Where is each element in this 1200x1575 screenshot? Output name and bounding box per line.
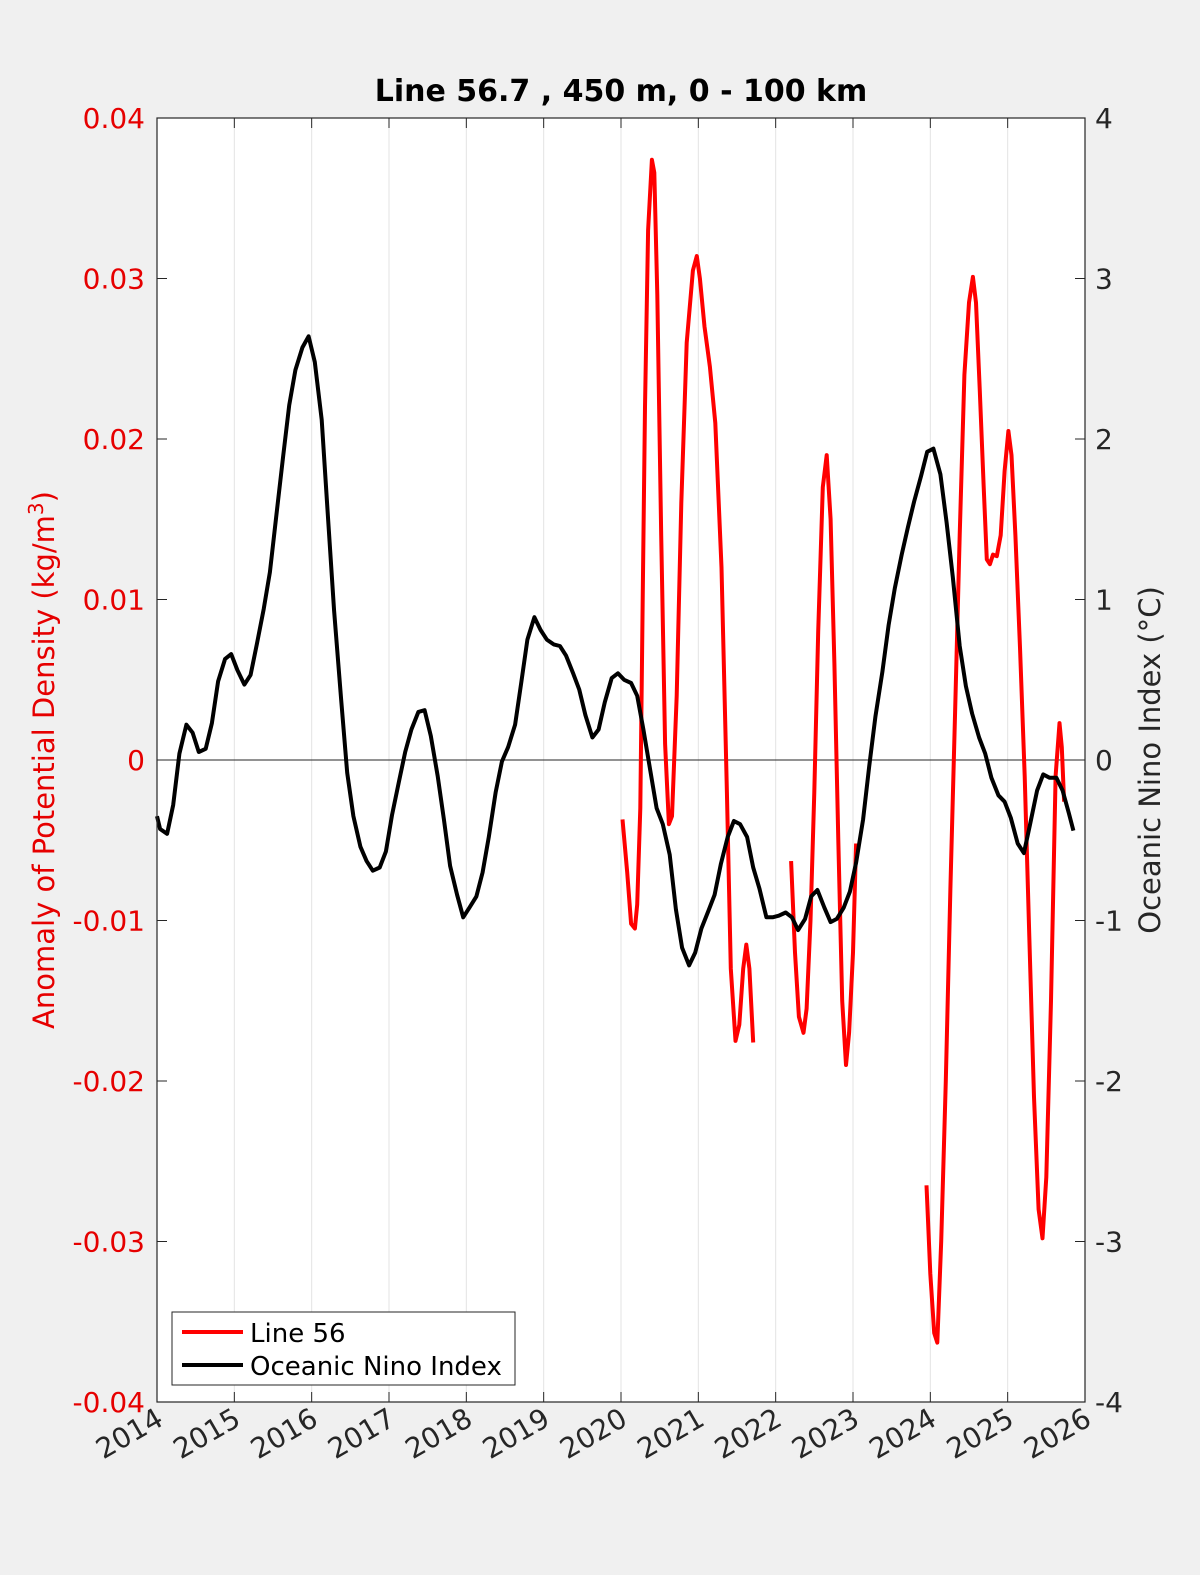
- legend[interactable]: Line 56 Oceanic Nino Index: [171, 1311, 516, 1386]
- left-tick-label-0.04: 0.04: [83, 102, 145, 135]
- right-tick-label--1: -1: [1095, 905, 1123, 938]
- series-line56-segment-0: [620, 157, 756, 1043]
- left-tick-label-0: 0: [127, 744, 145, 777]
- chart-title: Line 56.7 , 450 m, 0 - 100 km: [375, 74, 868, 109]
- legend-box: [171, 1311, 516, 1386]
- legend-label-line56: Line 56: [250, 1319, 346, 1349]
- right-tick-label-0: 0: [1095, 744, 1113, 777]
- right-tick-label--4: -4: [1095, 1386, 1123, 1419]
- left-axis-label-text: Anomaly of Potential Density (kg/m: [27, 515, 61, 1029]
- left-tick-label-0.02: 0.02: [83, 423, 145, 456]
- left-axis-label-sup: 3: [24, 502, 48, 515]
- series-line56-segment-2: [924, 274, 1067, 1345]
- left-y-axis: -0.04 -0.03 -0.02 -0.01 0 0.01 0.02 0.03 0.04: [73, 102, 167, 1419]
- left-tick-label-0.03: 0.03: [83, 263, 145, 296]
- right-axis-label: Oceanic Nino Index (°C): [1133, 586, 1167, 934]
- left-axis-label: Anomaly of Potential Density (kg/m3): [24, 491, 61, 1029]
- right-tick-label--2: -2: [1095, 1065, 1123, 1098]
- right-tick-label-4: 4: [1095, 102, 1113, 135]
- left-axis-label-close: ): [27, 491, 61, 502]
- legend-label-oni: Oceanic Nino Index: [250, 1352, 502, 1382]
- left-tick-label--0.03: -0.03: [73, 1226, 145, 1259]
- right-tick-label-1: 1: [1095, 584, 1113, 617]
- right-tick-label-2: 2: [1095, 423, 1113, 456]
- right-y-axis: -4 -3 -2 -1 0 1 2 3 4: [1075, 102, 1123, 1419]
- left-tick-label--0.02: -0.02: [73, 1065, 145, 1098]
- right-tick-label-3: 3: [1095, 263, 1113, 296]
- left-tick-label-0.01: 0.01: [83, 584, 145, 617]
- left-tick-label--0.04: -0.04: [73, 1386, 145, 1419]
- series-layer: [155, 157, 1076, 1345]
- left-tick-label--0.01: -0.01: [73, 905, 145, 938]
- series-oni-segment-0: [155, 334, 1076, 968]
- right-tick-label--3: -3: [1095, 1226, 1123, 1259]
- series-line56-segment-1: [789, 453, 859, 1067]
